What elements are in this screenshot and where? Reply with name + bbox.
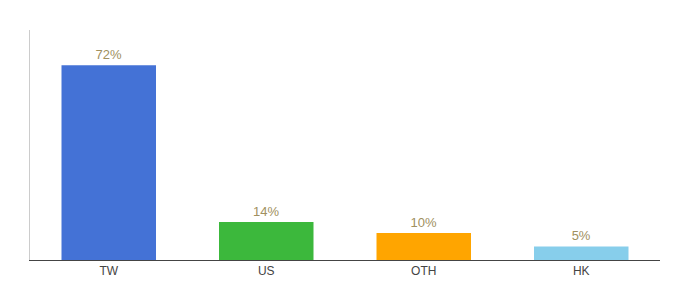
svg-text:10%: 10% [411,215,437,230]
svg-text:14%: 14% [253,204,279,219]
svg-text:US: US [258,264,275,278]
svg-text:HK: HK [573,264,590,278]
svg-text:TW: TW [99,264,118,278]
svg-text:OTH: OTH [411,264,436,278]
svg-text:72%: 72% [96,47,122,62]
svg-text:5%: 5% [572,228,591,243]
